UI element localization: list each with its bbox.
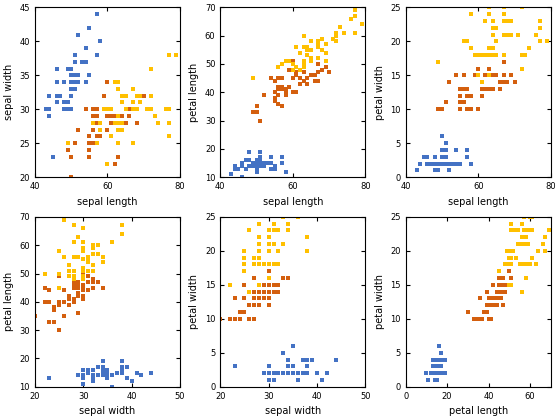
- Y-axis label: sepal width: sepal width: [4, 64, 14, 121]
- X-axis label: sepal width: sepal width: [80, 406, 136, 416]
- X-axis label: sepal width: sepal width: [265, 406, 321, 416]
- X-axis label: petal length: petal length: [449, 406, 508, 416]
- Y-axis label: petal length: petal length: [4, 272, 14, 331]
- Y-axis label: petal width: petal width: [375, 65, 385, 120]
- Y-axis label: petal length: petal length: [189, 63, 199, 122]
- X-axis label: sepal length: sepal length: [77, 197, 138, 207]
- X-axis label: sepal length: sepal length: [448, 197, 508, 207]
- Y-axis label: petal width: petal width: [189, 274, 199, 329]
- X-axis label: sepal length: sepal length: [263, 197, 323, 207]
- Y-axis label: petal width: petal width: [375, 274, 385, 329]
